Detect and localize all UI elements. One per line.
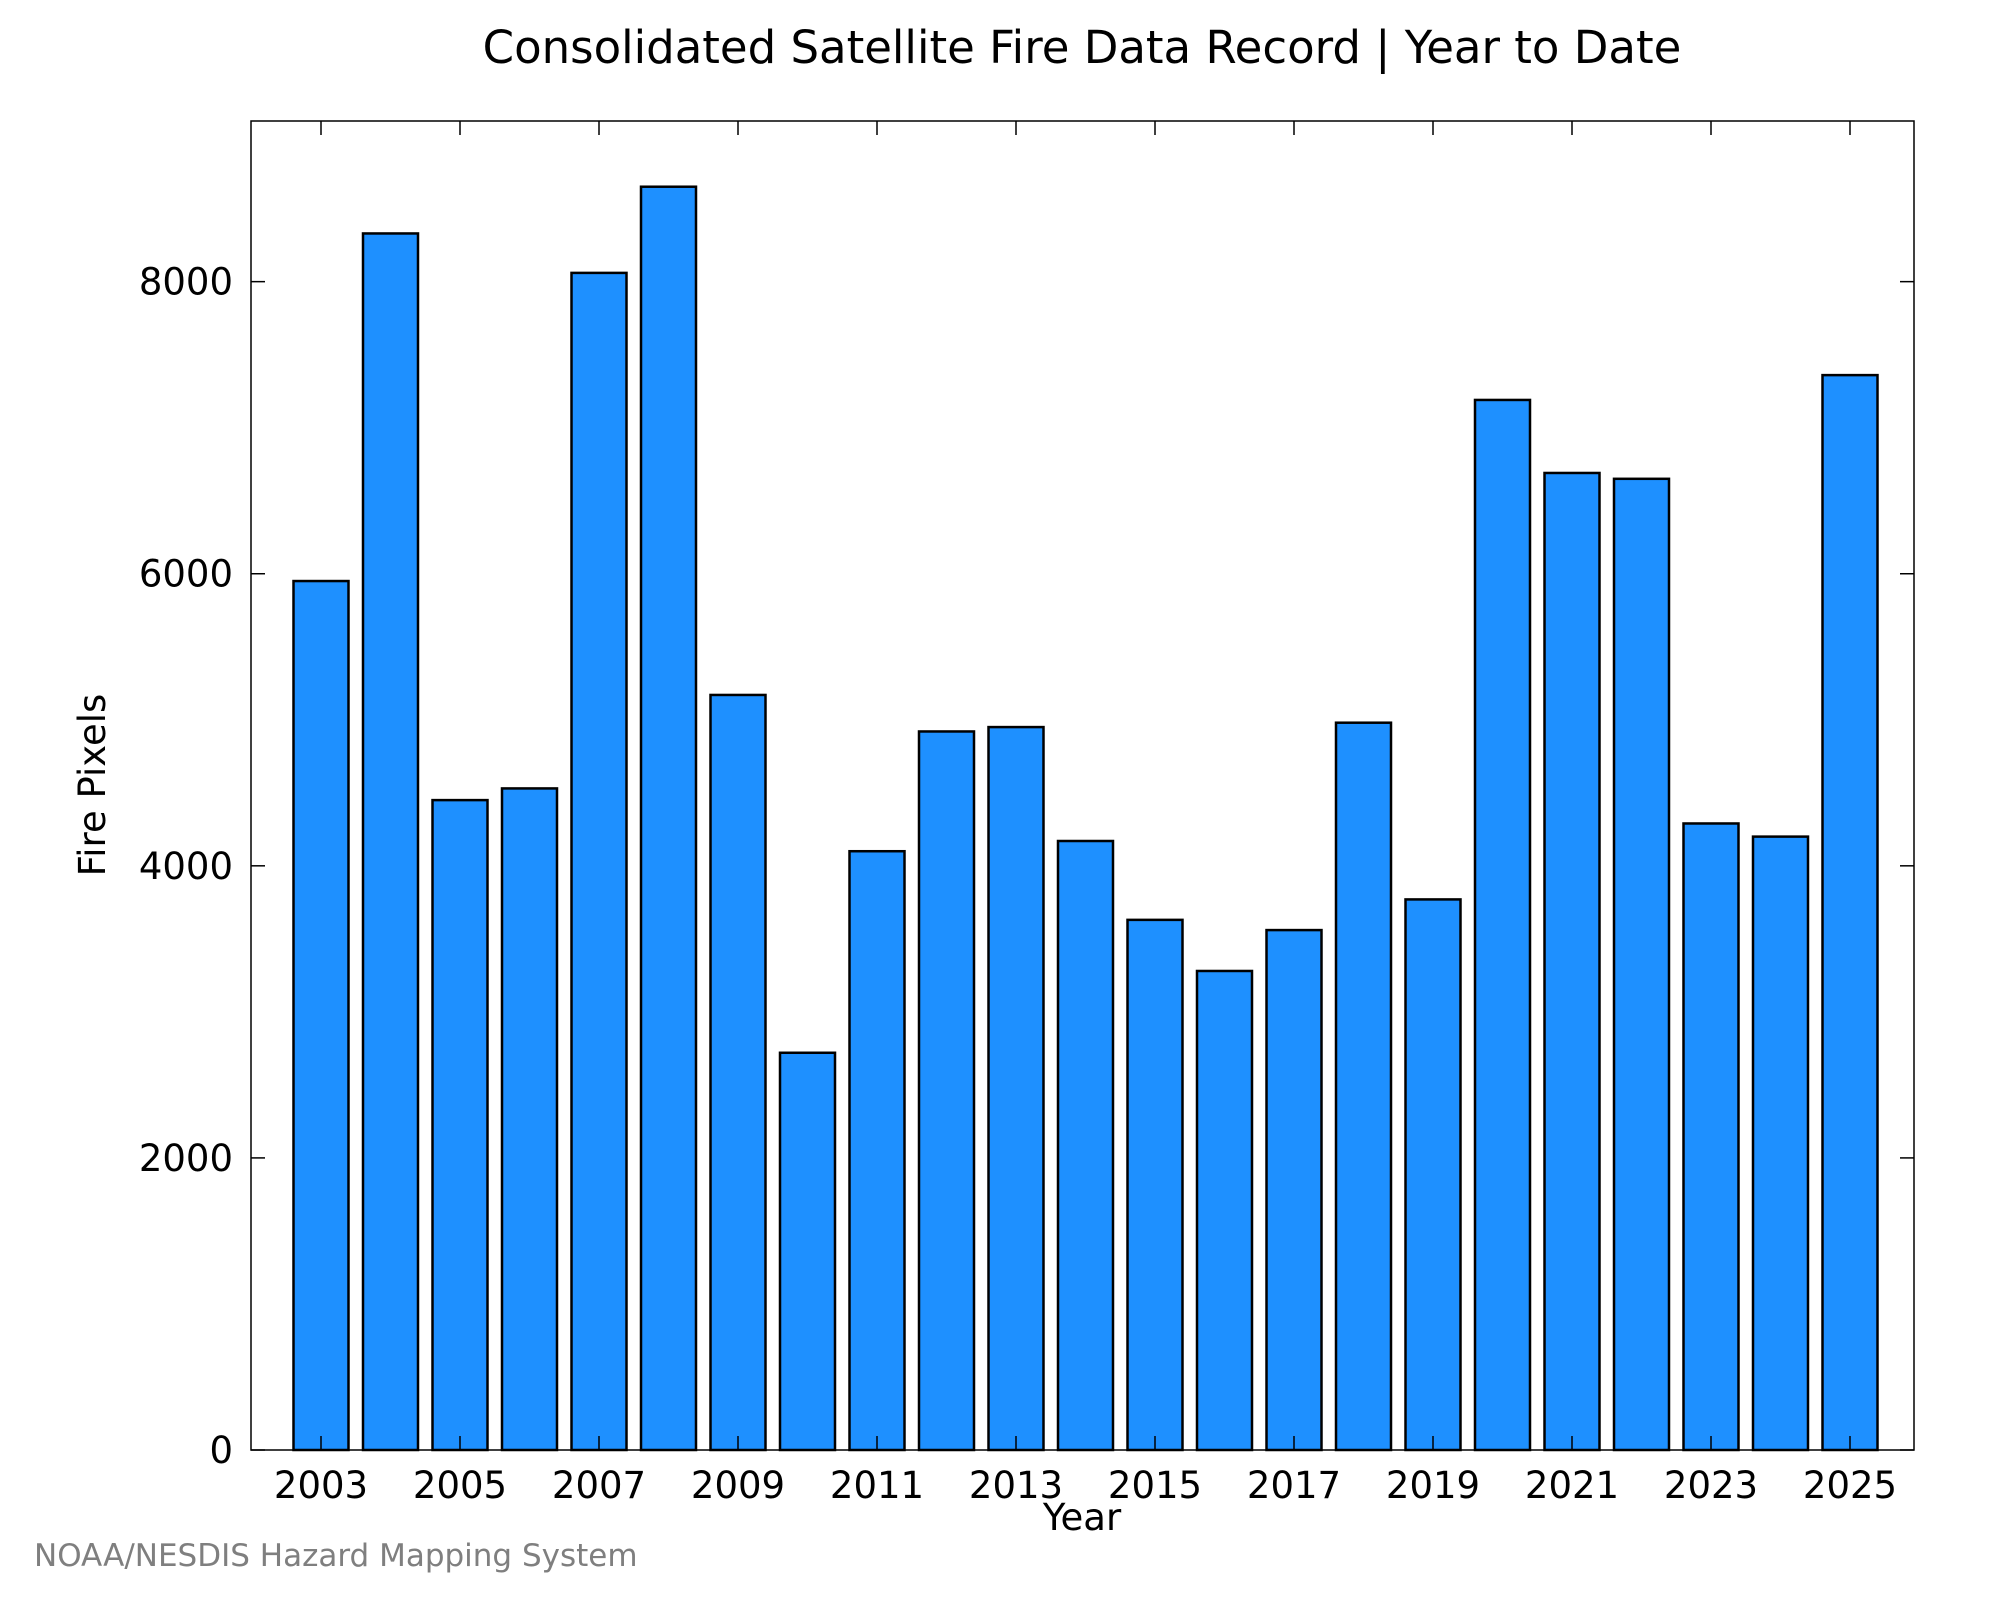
- y-tick-label-4000: 4000: [139, 845, 233, 888]
- bar-2012: [917, 730, 976, 1452]
- x-tick-label-2023: 2023: [1664, 1464, 1758, 1507]
- ticks-layer: [251, 121, 1914, 1451]
- x-tick-label-2007: 2007: [552, 1464, 646, 1507]
- chart-title: Consolidated Satellite Fire Data Record …: [483, 21, 1682, 74]
- x-tick-label-2009: 2009: [691, 1464, 785, 1507]
- bar-2011: [848, 849, 906, 1452]
- bar-2021: [1543, 471, 1601, 1452]
- bar-2020: [1473, 398, 1532, 1452]
- bar-2025: [1821, 373, 1879, 1452]
- x-tick-label-2011: 2011: [830, 1464, 924, 1507]
- x-tick-label-2003: 2003: [274, 1464, 368, 1507]
- y-tick-label-6000: 6000: [139, 553, 233, 596]
- x-tick-label-2025: 2025: [1803, 1464, 1897, 1507]
- y-tick-label-0: 0: [209, 1429, 233, 1472]
- bar-2024: [1751, 835, 1810, 1452]
- x-tick-labels: 2003 2005 2007 2009 2011 2013 2015 2017 2019 2021…: [274, 1464, 1897, 1507]
- bar-2006: [500, 787, 559, 1452]
- bar-2013: [987, 725, 1045, 1452]
- bar-2018: [1334, 721, 1393, 1452]
- x-tick-label-2019: 2019: [1386, 1464, 1480, 1507]
- bar-2004: [361, 232, 420, 1452]
- y-axis-label: Fire Pixels: [71, 694, 114, 877]
- bar-2017: [1265, 928, 1323, 1452]
- bar-2019: [1404, 898, 1462, 1452]
- bar-2009: [709, 693, 767, 1452]
- x-tick-label-2005: 2005: [413, 1464, 507, 1507]
- bar-2007: [570, 271, 628, 1452]
- source-credit: NOAA/NESDIS Hazard Mapping System: [34, 1538, 638, 1574]
- x-axis-label: Year: [1042, 1496, 1122, 1539]
- x-tick-label-2015: 2015: [1108, 1464, 1202, 1507]
- x-tick-label-2021: 2021: [1525, 1464, 1619, 1507]
- y-tick-label-2000: 2000: [139, 1137, 233, 1180]
- bar-2014: [1056, 839, 1115, 1452]
- bars-layer: [292, 185, 1879, 1452]
- bar-2016: [1195, 969, 1254, 1452]
- bar-2022: [1612, 477, 1671, 1452]
- x-tick-label-2013: 2013: [969, 1464, 1063, 1507]
- plot-frame: [250, 120, 1915, 1451]
- y-tick-labels: 0 2000 4000 6000 8000: [139, 261, 233, 1472]
- bar-2010: [778, 1051, 837, 1452]
- bar-2005: [431, 798, 489, 1452]
- bar-2015: [1126, 918, 1184, 1452]
- x-tick-label-2017: 2017: [1247, 1464, 1341, 1507]
- bar-2008: [639, 185, 698, 1452]
- bar-2003: [292, 579, 350, 1452]
- bar-2023: [1682, 822, 1740, 1452]
- y-tick-label-8000: 8000: [139, 261, 233, 304]
